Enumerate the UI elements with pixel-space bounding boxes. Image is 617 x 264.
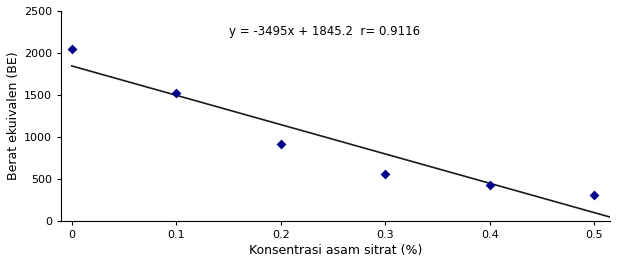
Point [589,193,599,197]
Point [276,142,286,147]
Point [380,172,390,176]
Point [172,91,181,95]
Point [485,183,495,187]
X-axis label: Konsentrasi asam sitrat (%): Konsentrasi asam sitrat (%) [249,244,423,257]
Y-axis label: Berat ekuivalen (BE): Berat ekuivalen (BE) [7,51,20,180]
Point [67,47,77,51]
Text: y = -3495x + 1845.2  r= 0.9116: y = -3495x + 1845.2 r= 0.9116 [228,25,420,39]
